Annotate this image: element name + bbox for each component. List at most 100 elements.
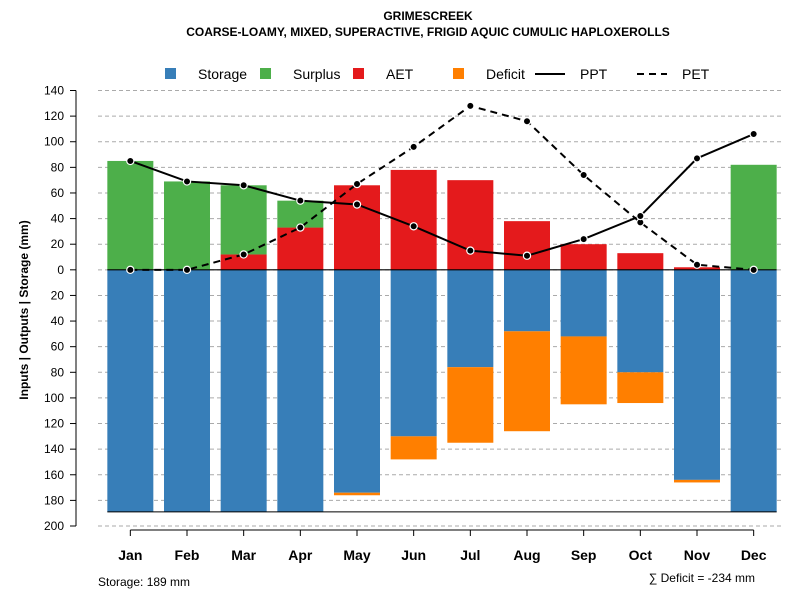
x-tick-label: Jun <box>401 547 426 563</box>
y-tick-label: 120 <box>44 109 64 123</box>
deficit-bar <box>390 436 437 460</box>
aet-bar <box>447 180 494 270</box>
storage-bar <box>277 269 324 512</box>
legend-label: Deficit <box>486 66 525 82</box>
storage-bar <box>617 269 664 373</box>
storage-bar <box>390 269 437 437</box>
legend-label: Surplus <box>293 66 340 82</box>
storage-bar <box>107 269 154 512</box>
y-tick-label: 140 <box>44 84 64 98</box>
deficit-bar <box>617 372 664 404</box>
y-tick-label: 20 <box>51 288 65 302</box>
surplus-bar <box>220 185 267 255</box>
pet-point <box>579 170 588 180</box>
surplus-bar <box>730 164 777 270</box>
pet-point <box>239 250 248 259</box>
x-tick-label: Dec <box>741 547 767 563</box>
aet-bar <box>617 253 664 270</box>
aet-bar <box>504 221 550 270</box>
pet-point <box>296 223 305 232</box>
ppt-point <box>522 251 532 260</box>
storage-bar <box>560 269 607 337</box>
x-tick-label: Jul <box>460 547 480 563</box>
surplus-bar <box>164 181 210 270</box>
grid-lines <box>98 90 782 527</box>
legend-label: PET <box>682 66 710 82</box>
x-tick-label: Feb <box>175 547 200 563</box>
deficit-bar <box>674 479 720 483</box>
y-tick-label: 40 <box>51 212 65 226</box>
storage-bar <box>334 269 380 493</box>
ppt-point <box>636 211 645 221</box>
legend: Storage Surplus AET Deficit PPT PET <box>165 66 710 82</box>
ppt-point <box>692 154 702 163</box>
x-tick-label: Nov <box>684 547 711 563</box>
x-tick-label: Jan <box>118 547 142 563</box>
pet-point <box>466 101 475 111</box>
x-tick-label: Apr <box>288 547 313 563</box>
pet-point <box>749 265 758 275</box>
pet-point <box>352 179 362 189</box>
aet-bar <box>220 254 267 270</box>
aet-bar <box>277 227 324 270</box>
bars <box>107 160 777 513</box>
y-tick-label: 160 <box>44 468 64 482</box>
y-tick-label: 80 <box>51 365 65 379</box>
storage-bar <box>730 269 777 512</box>
deficit-total: ∑ Deficit = -234 mm <box>649 571 755 585</box>
legend-label: AET <box>386 66 414 82</box>
pet-line <box>130 104 754 271</box>
pet-point <box>126 265 135 275</box>
y-tick-label: 120 <box>44 417 64 431</box>
deficit-bar <box>447 367 494 443</box>
y-axis: 1401201008060402002040608010012014016018… <box>44 84 77 533</box>
legend-swatch-deficit <box>453 68 464 79</box>
x-tick-label: Mar <box>231 547 256 563</box>
storage-bar <box>447 269 494 368</box>
y-tick-label: 40 <box>51 314 65 328</box>
x-axis: Jan Feb Mar Apr May Jun Jul Aug Sep Oct Nov Dec <box>118 529 767 563</box>
legend-swatch-aet <box>353 68 364 79</box>
storage-bar <box>164 269 210 512</box>
ppt-point <box>126 156 135 166</box>
pet-point <box>692 260 702 269</box>
storage-total: Storage: 189 mm <box>98 575 190 589</box>
ppt-line <box>129 133 755 257</box>
pet-point <box>522 117 532 126</box>
aet-bar <box>334 185 380 270</box>
y-tick-label: 60 <box>51 186 65 200</box>
y-tick-label: 80 <box>51 160 65 174</box>
ppt-point <box>296 196 305 205</box>
y-tick-label: 100 <box>44 135 64 149</box>
surplus-bar <box>277 200 324 228</box>
chart-title: GRIMESCREEK <box>383 9 473 23</box>
deficit-bar <box>560 336 607 405</box>
y-tick-label: 0 <box>57 263 64 277</box>
y-axis-label: Inputs | Outputs | Storage (mm) <box>17 220 31 399</box>
x-tick-label: Aug <box>513 547 540 563</box>
ppt-point <box>239 181 248 190</box>
storage-bar <box>674 269 720 480</box>
ppt-point <box>352 200 362 209</box>
y-tick-label: 180 <box>44 493 64 507</box>
surplus-bar <box>107 160 154 270</box>
ppt-point <box>749 129 758 139</box>
storage-bar <box>504 269 550 332</box>
x-tick-label: Sep <box>571 547 597 563</box>
x-tick-label: Oct <box>629 547 653 563</box>
legend-swatch-storage <box>165 68 176 79</box>
legend-label: PPT <box>580 66 608 82</box>
ppt-point <box>579 234 588 244</box>
storage-bar <box>220 269 267 512</box>
y-tick-label: 20 <box>51 237 65 251</box>
deficit-bar <box>334 492 380 496</box>
y-tick-label: 100 <box>44 391 64 405</box>
y-tick-label: 140 <box>44 442 64 456</box>
ppt-point <box>466 246 475 255</box>
ppt-point <box>409 222 418 231</box>
y-tick-label: 200 <box>44 519 64 533</box>
x-tick-label: May <box>343 547 370 563</box>
legend-swatch-surplus <box>260 68 271 79</box>
deficit-bar <box>504 331 550 432</box>
